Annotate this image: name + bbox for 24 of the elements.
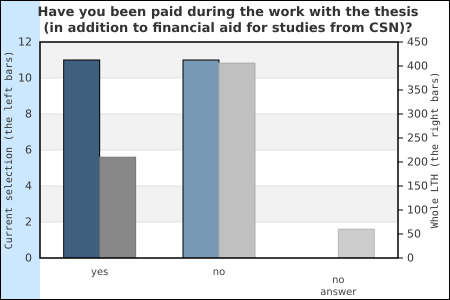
x-tick-label: no (212, 267, 226, 278)
y2-tick-label: 250 (407, 132, 428, 145)
y-tick-label: 12 (18, 36, 32, 49)
y-tick-label: 6 (25, 144, 32, 157)
bar (338, 228, 375, 258)
y2-tick-label: 0 (407, 252, 414, 265)
y2-tick-label: 350 (407, 84, 428, 97)
y2-tick-label: 300 (407, 108, 428, 121)
y2-tick-label: 50 (407, 228, 421, 241)
y2-tick-label: 150 (407, 180, 428, 193)
y-tick-label: 10 (18, 72, 32, 85)
x-tick-label: no answer (320, 275, 358, 298)
y2-tick-label: 200 (407, 156, 428, 169)
y-tick-label: 2 (25, 216, 32, 229)
y2-axis-title: Whole LTH (the right bars) (430, 72, 441, 228)
y2-tick-label: 100 (407, 204, 428, 217)
y-tick-label: 4 (25, 180, 32, 193)
y-axis-title: Current selection (the left bars) (4, 50, 15, 250)
y2-tick-label: 400 (407, 60, 428, 73)
y2-tick-label: 450 (407, 36, 428, 49)
x-tick-label: yes (91, 267, 108, 278)
chart-title: Have you been paid during the work with the thesis (in addition to financial aid for studies from CSN)? (37, 5, 419, 36)
y-tick-label: 8 (25, 108, 32, 121)
y-tick-label: 0 (25, 252, 32, 265)
